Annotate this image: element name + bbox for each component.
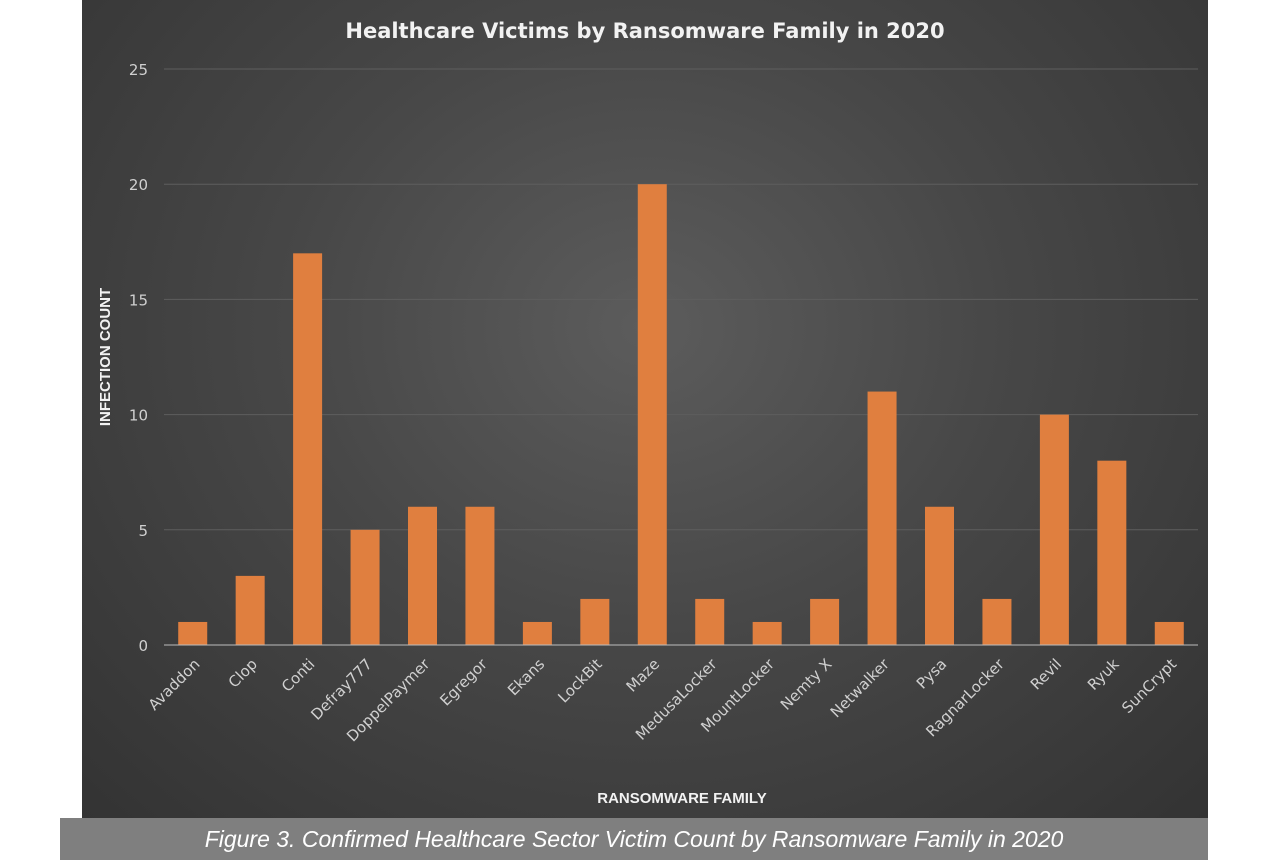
x-category-label: Revil (1027, 655, 1065, 693)
figure-caption: Figure 3. Confirmed Healthcare Sector Vi… (60, 818, 1208, 860)
bar (1154, 621, 1184, 645)
bar (982, 598, 1012, 645)
bar-chart: Healthcare Victims by Ransomware Family … (97, 19, 1198, 807)
y-axis-ticks: 0 5 10 15 20 25 (129, 61, 148, 655)
x-category-label: Netwalker (827, 655, 894, 722)
x-category-label: SunCrypt (1118, 655, 1180, 717)
bar (867, 391, 897, 645)
bar (350, 529, 380, 645)
y-tick-label: 10 (129, 407, 148, 425)
bar (1097, 460, 1127, 645)
x-category-label: Conti (278, 655, 318, 695)
x-category-label: Pysa (913, 655, 950, 692)
bar (637, 184, 667, 645)
x-axis-title: RANSOMWARE FAMILY (597, 790, 766, 807)
x-category-label: Maze (623, 655, 663, 695)
y-tick-label: 20 (129, 176, 148, 194)
bar (1039, 414, 1069, 645)
y-tick-label: 5 (138, 522, 148, 540)
bar (408, 506, 437, 645)
y-tick-label: 25 (129, 61, 148, 79)
bar (235, 575, 265, 645)
bar (178, 621, 208, 645)
bar (293, 253, 323, 645)
x-category-label: Ryuk (1084, 655, 1123, 694)
bar (522, 621, 552, 645)
chart-panel: Healthcare Victims by Ransomware Family … (82, 0, 1208, 818)
x-category-label: Clop (225, 655, 261, 691)
gridlines (164, 68, 1198, 531)
x-category-label: Ekans (504, 655, 548, 699)
bar (752, 621, 782, 645)
chart-title: Healthcare Victims by Ransomware Family … (345, 19, 944, 43)
y-tick-label: 0 (138, 637, 148, 655)
x-category-label: Nemty X (777, 655, 836, 714)
bar (810, 598, 840, 645)
bars (178, 184, 1184, 645)
x-category-label: LockBit (554, 655, 605, 706)
bar (465, 506, 495, 645)
bar (695, 598, 725, 645)
bar (580, 598, 610, 645)
x-category-label: Avaddon (145, 655, 204, 714)
bar (925, 506, 954, 645)
y-axis-title: INFECTION COUNT (97, 288, 114, 426)
x-category-label: Egregor (436, 655, 491, 710)
y-tick-label: 15 (129, 291, 148, 309)
